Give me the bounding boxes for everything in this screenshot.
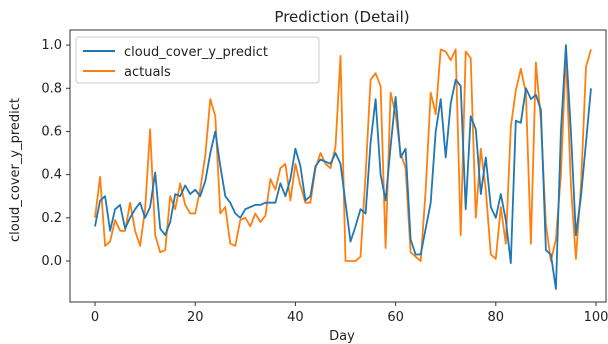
- y-tick-label: 1.0: [41, 38, 62, 53]
- y-axis-label: cloud_cover_y_predict: [8, 98, 23, 242]
- y-tick-label: 0.6: [41, 124, 62, 139]
- series-line-cloud-cover-y-predict: [94, 44, 592, 290]
- legend-label-predict: cloud_cover_y_predict: [124, 45, 268, 60]
- legend: cloud_cover_y_predict actuals: [75, 36, 320, 84]
- x-tick-label: 100: [584, 310, 608, 325]
- y-tick-label: 0.0: [41, 254, 62, 269]
- series-line-actuals: [94, 48, 592, 262]
- y-tick-label: 0.4: [41, 168, 62, 183]
- legend-box: [75, 36, 320, 84]
- x-tick-label: 40: [287, 310, 304, 325]
- legend-label-actuals: actuals: [124, 65, 171, 80]
- x-tick-label: 80: [488, 310, 505, 325]
- chart-title: Prediction (Detail): [274, 8, 409, 26]
- series-layer: [94, 44, 592, 290]
- x-tick-label: 0: [91, 310, 99, 325]
- x-axis-label: Day: [329, 329, 355, 344]
- x-tick-label: 20: [187, 310, 204, 325]
- tick-layer: 0 20 40 60 80 100 0.0 0.2 0.4 0.6 0.8 1.0: [41, 38, 608, 325]
- plot-area: [69, 29, 607, 303]
- y-tick-label: 0.8: [41, 81, 62, 96]
- x-tick-label: 60: [387, 310, 404, 325]
- y-tick-label: 0.2: [41, 211, 62, 226]
